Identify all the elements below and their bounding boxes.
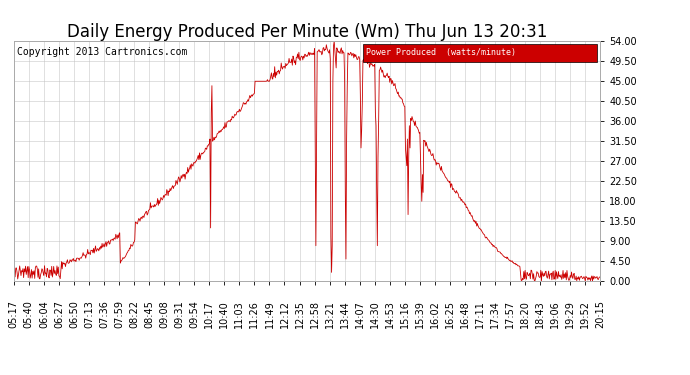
Text: 09:31: 09:31	[174, 300, 184, 328]
Text: 07:59: 07:59	[114, 300, 124, 328]
Text: 18:43: 18:43	[535, 300, 545, 328]
FancyBboxPatch shape	[363, 44, 598, 62]
Text: 08:45: 08:45	[144, 300, 154, 328]
Text: 09:08: 09:08	[159, 300, 169, 328]
Text: 06:50: 06:50	[69, 300, 79, 328]
Text: 17:57: 17:57	[505, 300, 515, 328]
Text: 12:58: 12:58	[310, 300, 319, 328]
Text: 14:07: 14:07	[355, 300, 365, 328]
Text: 12:12: 12:12	[279, 300, 290, 328]
Text: 14:53: 14:53	[385, 300, 395, 328]
Text: 16:25: 16:25	[445, 300, 455, 328]
Text: 06:27: 06:27	[54, 300, 64, 328]
Text: 17:34: 17:34	[490, 300, 500, 328]
Text: 15:16: 15:16	[400, 300, 410, 328]
Text: 11:03: 11:03	[235, 300, 244, 328]
Text: 18:20: 18:20	[520, 300, 530, 328]
Text: 16:48: 16:48	[460, 300, 470, 328]
Text: 19:06: 19:06	[550, 300, 560, 328]
Text: Copyright 2013 Cartronics.com: Copyright 2013 Cartronics.com	[17, 47, 187, 57]
Text: 06:04: 06:04	[39, 300, 49, 328]
Text: 10:17: 10:17	[204, 300, 215, 328]
Text: 07:36: 07:36	[99, 300, 109, 328]
Text: 20:15: 20:15	[595, 300, 605, 328]
Text: 13:44: 13:44	[339, 300, 350, 328]
Text: 19:29: 19:29	[565, 300, 575, 328]
Text: 05:40: 05:40	[24, 300, 34, 328]
Text: 14:30: 14:30	[370, 300, 380, 328]
Text: 11:26: 11:26	[249, 300, 259, 328]
Text: 12:35: 12:35	[295, 300, 304, 328]
Text: Power Produced  (watts/minute): Power Produced (watts/minute)	[366, 48, 515, 57]
Text: 05:17: 05:17	[9, 300, 19, 328]
Text: 17:11: 17:11	[475, 300, 485, 328]
Text: 11:49: 11:49	[264, 300, 275, 328]
Text: 07:13: 07:13	[84, 300, 94, 328]
Text: 10:40: 10:40	[219, 300, 229, 328]
Text: 09:54: 09:54	[189, 300, 199, 328]
Title: Daily Energy Produced Per Minute (Wm) Thu Jun 13 20:31: Daily Energy Produced Per Minute (Wm) Th…	[67, 23, 547, 41]
Text: 13:21: 13:21	[324, 300, 335, 328]
Text: 16:02: 16:02	[430, 300, 440, 328]
Text: 08:22: 08:22	[129, 300, 139, 328]
Text: 15:39: 15:39	[415, 300, 425, 328]
Text: 19:52: 19:52	[580, 300, 590, 328]
